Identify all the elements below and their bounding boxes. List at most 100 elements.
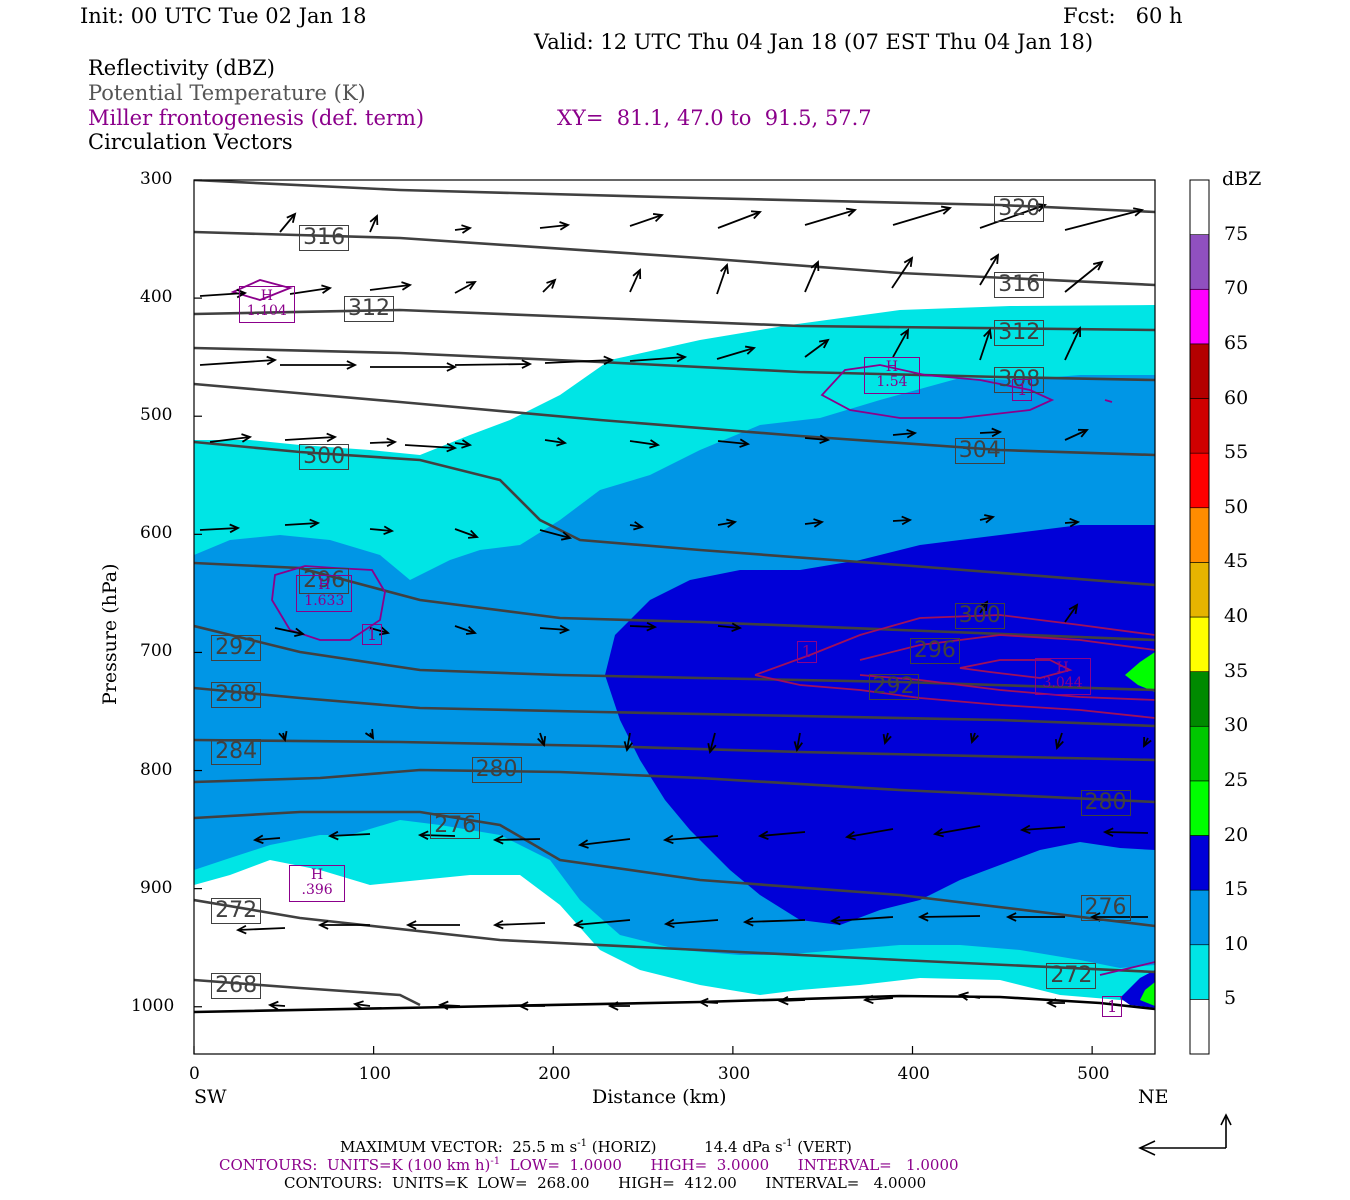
- theta-label: 304: [954, 437, 1005, 464]
- circulation-vector: [793, 732, 803, 753]
- circulation-vector: [454, 439, 473, 449]
- legend-circulation: Circulation Vectors: [88, 130, 293, 154]
- y-tick-label: 1000: [131, 995, 175, 1016]
- circulation-vector: [274, 627, 306, 638]
- fronto-max-value: 1.54: [876, 374, 908, 391]
- circulation-vector: [629, 621, 658, 632]
- colorbar-swatch: [1189, 452, 1210, 509]
- max-vector-vert-tail: (VERT): [792, 1138, 852, 1156]
- circulation-vector: [369, 281, 413, 291]
- x-tick-label: 0: [189, 1064, 200, 1084]
- colorbar-swatch: [1189, 507, 1210, 563]
- circulation-vector: [979, 514, 996, 524]
- y-tick-label: 600: [140, 523, 173, 544]
- axis-ticks: [193, 179, 1093, 1054]
- circulation-vector: [1064, 326, 1082, 361]
- theta-label: 312: [344, 295, 395, 322]
- cross-section-endpoints: XY= 81.1, 47.0 to 91.5, 57.7: [557, 106, 872, 130]
- circulation-vector: [1089, 912, 1148, 922]
- valid-time: Valid: 12 UTC Thu 04 Jan 18 (07 EST Thu …: [534, 30, 1094, 54]
- circulation-vector: [267, 1000, 286, 1011]
- footer-max-vector: MAXIMUM VECTOR: 25.5 m s-1 (HORIZ) 14.4 …: [340, 1139, 852, 1155]
- fronto-contour-label: 1: [796, 641, 817, 664]
- theta-label: 312: [994, 319, 1045, 346]
- circulation-vector: [544, 355, 615, 366]
- sw-label: SW: [194, 1086, 227, 1108]
- circulation-vector: [862, 994, 894, 1005]
- colorbar-swatch: [1189, 999, 1210, 1055]
- fronto-h-marker: H: [885, 358, 899, 375]
- fronto-max-label: H .396: [289, 864, 346, 902]
- circulation-vector: [844, 828, 894, 841]
- colorbar-label: 50: [1224, 495, 1249, 518]
- circulation-vector: [199, 355, 278, 366]
- circulation-vector: [235, 924, 286, 935]
- theta-label: 276: [1080, 894, 1131, 921]
- y-tick-label: 500: [140, 405, 173, 426]
- circulation-vector: [804, 518, 825, 528]
- y-tick-label: 800: [140, 759, 173, 780]
- theta-label: 316: [994, 272, 1045, 299]
- colorbar-label: 25: [1224, 768, 1249, 791]
- theta-label: 316: [299, 225, 350, 252]
- colorbar-swatch: [1189, 616, 1210, 672]
- colorbar-label: 75: [1224, 222, 1249, 245]
- circulation-vector: [1005, 912, 1065, 922]
- circulation-vector: [707, 732, 717, 755]
- circulation-vector: [629, 213, 664, 227]
- ground-mask: [194, 996, 1155, 1054]
- circulation-vector: [804, 260, 820, 293]
- circulation-vector: [979, 203, 1047, 229]
- fronto-contour-label: 1: [1102, 995, 1123, 1018]
- circulation-vector: [454, 528, 479, 539]
- circulation-vector: [542, 278, 557, 293]
- circulation-vector: [284, 518, 321, 529]
- x-axis-label: Distance (km): [592, 1086, 727, 1108]
- fronto-max-value: 1.104: [246, 303, 287, 320]
- max-vector-horiz: MAXIMUM VECTOR: 25.5 m s: [340, 1138, 578, 1156]
- colorbar-label: 20: [1224, 823, 1249, 846]
- circulation-vector: [804, 434, 831, 445]
- circulation-vector: [957, 991, 981, 1001]
- fronto-h-marker: H: [318, 577, 331, 594]
- colorbar-swatch: [1189, 671, 1210, 727]
- circulation-vector: [1064, 207, 1145, 231]
- circulation-vector: [882, 732, 892, 745]
- circulation-vector: [492, 835, 541, 845]
- circulation-vector: [280, 360, 358, 370]
- colorbar-swatch: [1189, 835, 1210, 891]
- circulation-vector: [454, 224, 473, 234]
- circulation-vector: [517, 1001, 545, 1011]
- circulation-vector: [369, 437, 398, 448]
- unit-exponent-3: -1: [490, 1156, 501, 1167]
- circulation-vector: [1045, 998, 1065, 1008]
- circulation-vector: [209, 433, 253, 443]
- circulation-vector: [352, 1000, 371, 1010]
- circulation-vector: [284, 432, 338, 443]
- theta-label: 276: [430, 813, 481, 840]
- theta-label: 292: [211, 634, 262, 661]
- colorbar-label: 65: [1224, 331, 1249, 354]
- plot-frame: [193, 179, 1156, 1055]
- colorbar-label: 30: [1224, 714, 1249, 737]
- colorbar-label: 35: [1224, 659, 1249, 682]
- fronto-contour-label: 1: [362, 623, 383, 646]
- colorbar-label: 60: [1224, 386, 1249, 409]
- fronto-max-value: 1.633: [304, 592, 345, 609]
- circulation-vector: [979, 253, 1000, 286]
- circulation-vector: [757, 830, 806, 841]
- circulation-vector: [1102, 827, 1149, 837]
- circulation-vector: [1019, 824, 1066, 835]
- circulation-vector: [1143, 736, 1152, 748]
- theta-label: 320: [994, 195, 1045, 222]
- colorbar-swatch: [1189, 562, 1210, 618]
- colorbar-swatch: [1189, 343, 1210, 399]
- circulation-vector: [537, 732, 547, 747]
- x-tick-label: 200: [538, 1064, 571, 1084]
- circulation-vector: [317, 920, 370, 930]
- fronto-max-value: 3.044: [1042, 675, 1083, 692]
- circulation-vector: [969, 732, 979, 744]
- theta-label: 284: [211, 738, 262, 765]
- y-tick-label: 400: [140, 287, 173, 308]
- circulation-vector: [892, 205, 952, 226]
